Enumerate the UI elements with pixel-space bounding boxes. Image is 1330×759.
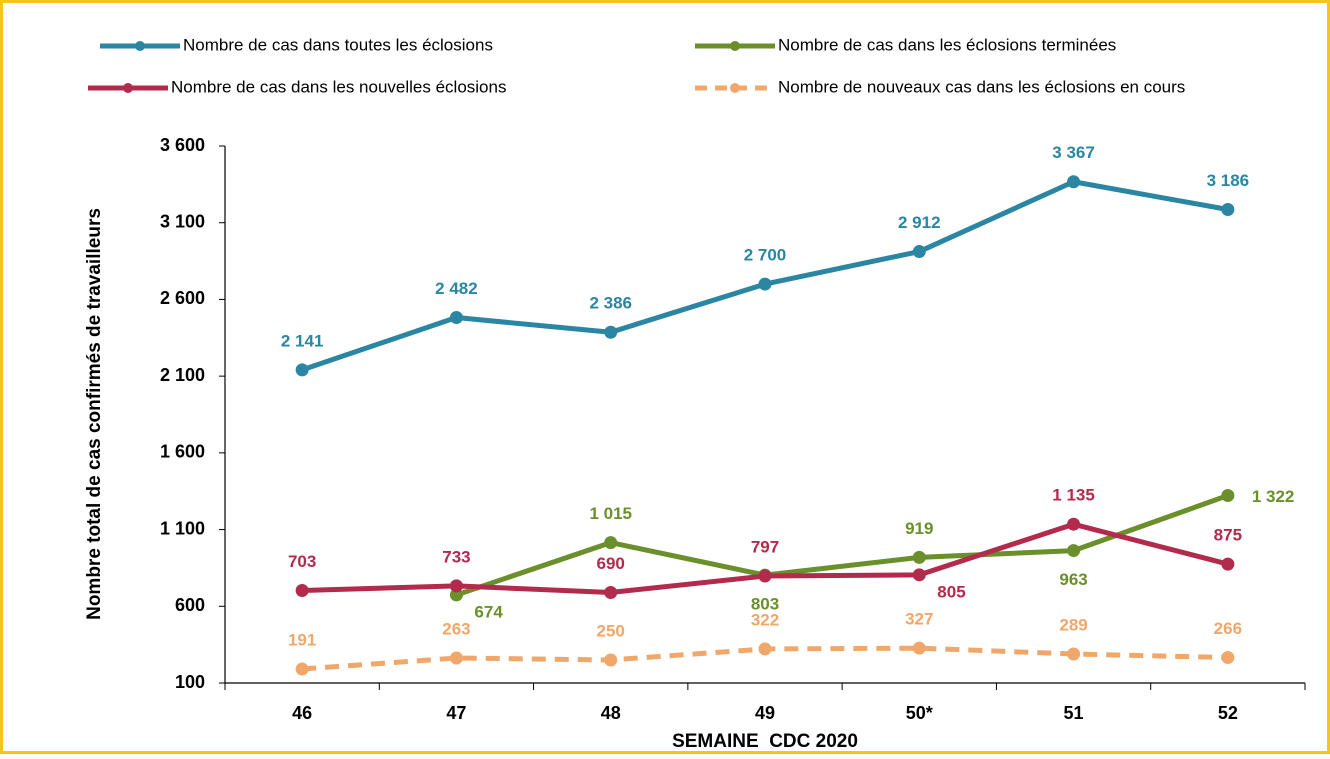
data-label: 322 [751, 610, 779, 629]
point [912, 245, 926, 259]
point [1221, 489, 1235, 503]
data-label: 3 186 [1207, 171, 1250, 190]
point [295, 583, 309, 597]
point [1221, 651, 1235, 665]
point [758, 277, 772, 291]
data-label: 327 [905, 610, 933, 629]
point [912, 568, 926, 582]
series-line [301, 179, 1229, 373]
data-label: 1 322 [1252, 487, 1295, 506]
data-label: 289 [1059, 615, 1087, 634]
legend-marker [730, 41, 740, 51]
data-label: 803 [751, 595, 779, 614]
point [1067, 647, 1081, 661]
data-label: 797 [751, 538, 779, 557]
x-axis-title: SEMAINE CDC 2020 [672, 731, 858, 752]
data-label: 266 [1214, 619, 1242, 638]
point [1067, 517, 1081, 531]
data-label: 250 [597, 621, 625, 640]
y-tick-label: 2 100 [160, 365, 205, 385]
data-label: 733 [442, 547, 470, 566]
point [604, 653, 618, 667]
legend-label: Nombre de cas dans les nouvelles éclosio… [171, 77, 506, 96]
x-tick-label: 52 [1218, 703, 1238, 723]
point [758, 642, 772, 656]
legend-marker [730, 83, 740, 93]
y-tick-label: 1 600 [160, 442, 205, 462]
data-label: 2 482 [435, 279, 478, 298]
point [912, 550, 926, 564]
point [604, 536, 618, 550]
data-label: 703 [288, 552, 316, 571]
point [604, 585, 618, 599]
x-tick-label: 51 [1064, 703, 1084, 723]
y-tick-label: 3 100 [160, 211, 205, 231]
x-tick-label: 47 [446, 703, 466, 723]
legend-marker [123, 83, 133, 93]
data-label: 2 386 [589, 294, 632, 313]
data-label: 690 [597, 554, 625, 573]
legend-label: Nombre de nouveaux cas dans les éclosion… [778, 77, 1185, 96]
y-tick-label: 100 [175, 672, 205, 692]
legend-marker [135, 41, 145, 51]
point [912, 641, 926, 655]
point [295, 363, 309, 377]
y-tick-label: 600 [175, 595, 205, 615]
y-tick-label: 3 600 [160, 135, 205, 155]
series-line [455, 493, 1229, 598]
data-label: 674 [474, 602, 503, 621]
point [1067, 544, 1081, 558]
y-tick-label: 2 600 [160, 288, 205, 308]
data-label: 875 [1214, 526, 1242, 545]
point [295, 662, 309, 676]
data-label: 2 141 [281, 331, 324, 350]
data-label: 919 [905, 519, 933, 538]
point [1067, 175, 1081, 189]
x-tick-label: 48 [601, 703, 621, 723]
x-tick-label: 50* [906, 703, 933, 723]
y-tick-label: 1 100 [160, 518, 205, 538]
data-label: 191 [288, 631, 316, 650]
point [1221, 203, 1235, 217]
data-label: 3 367 [1052, 143, 1095, 162]
point [1221, 557, 1235, 571]
point [758, 569, 772, 583]
legend-label: Nombre de cas dans toutes les éclosions [183, 35, 493, 54]
point [604, 325, 618, 339]
data-label: 1 135 [1052, 486, 1095, 505]
data-label: 963 [1059, 570, 1087, 589]
y-axis-title: Nombre total de cas confirmés de travail… [84, 208, 105, 620]
data-label: 2 912 [898, 213, 941, 232]
point [449, 579, 463, 593]
point [449, 651, 463, 665]
data-label: 1 015 [589, 504, 632, 523]
data-label: 805 [937, 582, 965, 601]
data-label: 263 [442, 619, 470, 638]
legend-label: Nombre de cas dans les éclosions terminé… [778, 35, 1116, 54]
data-label: 2 700 [744, 246, 787, 265]
point [449, 588, 463, 602]
x-tick-label: 46 [292, 703, 312, 723]
point [449, 311, 463, 325]
x-tick-label: 49 [755, 703, 775, 723]
